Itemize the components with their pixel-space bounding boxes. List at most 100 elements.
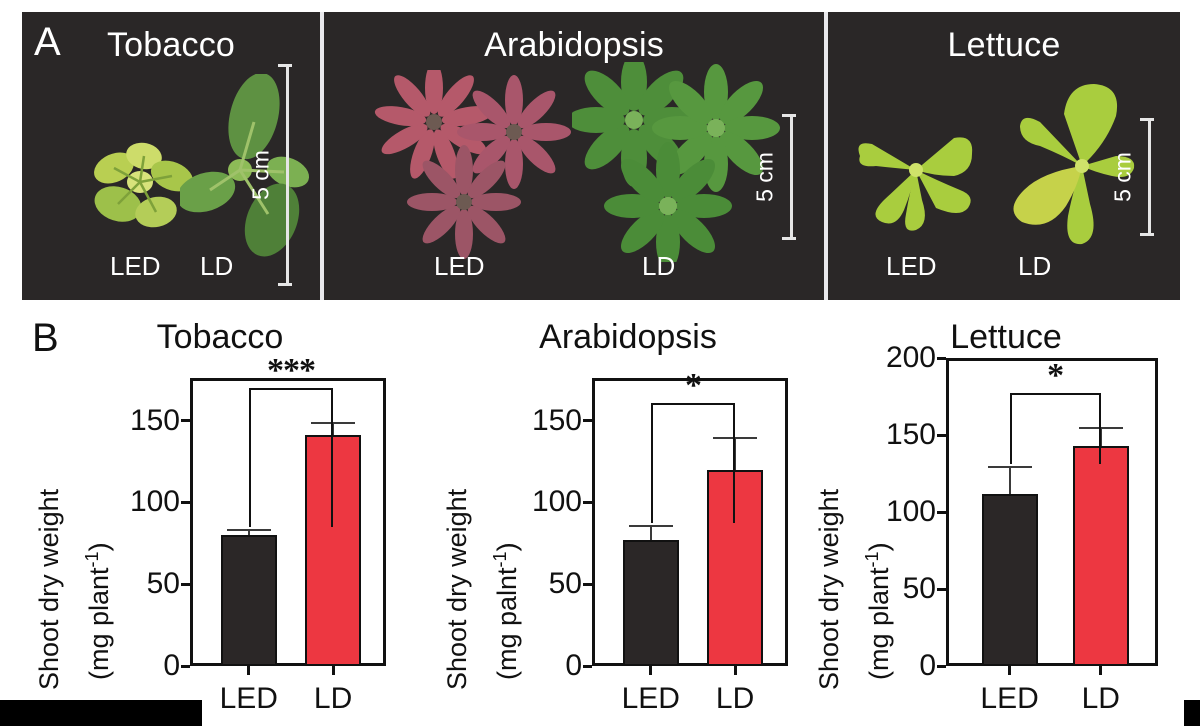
y-axis-tick [937, 510, 946, 514]
y-axis-tick [937, 356, 946, 360]
panel-b-letter: B [32, 316, 59, 360]
y-axis-tick-label: 50 [548, 567, 582, 601]
scale-bar-line [1148, 118, 1151, 236]
scale-bar-cap-top [278, 64, 292, 67]
panel-b-charts: B Tobacco Shoot dry weight (mg plant-1) 0 50… [0, 300, 1200, 726]
y-axis-tick-label: 150 [129, 403, 180, 437]
y-axis-tick [937, 664, 946, 668]
scale-bar-line [286, 64, 289, 286]
chart-arabidopsis: Arabidopsis Shoot dry weight (mg palnt-1) 0… [428, 300, 828, 726]
error-bar-cap [226, 528, 271, 531]
y-axis-label-line1: Shoot dry weight [442, 488, 472, 690]
y-axis-tick-label: 200 [885, 341, 936, 374]
plant-photo-arabidopsis-led [372, 70, 582, 260]
y-axis-tick-label: 100 [885, 495, 936, 528]
y-axis-tick [181, 500, 190, 504]
panel-a-photographs: A Tobacco [22, 12, 1180, 300]
scale-bar-label-tobacco: 5 cm [247, 150, 274, 200]
y-axis-tick-label: 150 [885, 418, 936, 451]
label-lettuce-led: LED [886, 251, 937, 281]
significance-bracket [650, 402, 736, 524]
panel-a-divider-1 [320, 12, 324, 300]
scale-bar-cap-bottom [278, 283, 292, 286]
bar-ld [1072, 445, 1129, 666]
x-axis-tick [733, 666, 737, 675]
scale-bar-cap-top [1140, 118, 1154, 121]
plant-photo-arabidopsis-ld [572, 62, 780, 262]
y-axis-tick-label: 0 [163, 649, 180, 682]
y-axis-tick [583, 419, 592, 423]
x-axis-tick [331, 666, 335, 675]
scale-bar-line [790, 114, 793, 240]
x-axis-label-led: LED [980, 682, 1039, 715]
x-axis-tick [1099, 666, 1103, 675]
y-axis-tick-label: 50 [146, 567, 180, 601]
error-bar-ld [1099, 427, 1102, 446]
error-bar-cap [311, 422, 356, 425]
panel-a-cell-lettuce: Lettuce [828, 12, 1180, 300]
x-axis-label-ld: LD [1081, 682, 1120, 715]
x-axis-tick [649, 666, 653, 675]
y-axis-tick-label: 0 [919, 649, 936, 682]
significance-marker: * [1047, 357, 1064, 395]
scale-bar-cap-bottom [1140, 233, 1154, 236]
bar-ld [305, 435, 362, 666]
scale-bar-arabidopsis: 5 cm [751, 114, 806, 240]
plant-photo-tobacco-led [84, 130, 204, 248]
panel-a-cell-arabidopsis: Arabidopsis [324, 12, 824, 300]
label-arabidopsis-led: LED [434, 251, 485, 281]
panel-a-title-tobacco: Tobacco [106, 26, 236, 64]
label-lettuce-ld: LD [1018, 251, 1052, 281]
y-axis-label-line1: Shoot dry weight [34, 488, 64, 690]
panel-a-title-lettuce: Lettuce [947, 26, 1061, 64]
x-axis-tick [1008, 666, 1012, 675]
x-axis-label-led: LED [621, 682, 680, 715]
scale-bar-label-arabidopsis: 5 cm [751, 152, 778, 202]
y-axis-tick-label: 100 [531, 485, 582, 519]
panel-a-divider-2 [824, 12, 828, 300]
chart-title: Tobacco [156, 318, 284, 356]
bar-led [981, 493, 1038, 666]
y-axis-label-line1: Shoot dry weight [814, 488, 844, 690]
y-axis-tick-label: 0 [565, 649, 582, 682]
scale-bar-cap-bottom [782, 237, 796, 240]
chart-title: Lettuce [950, 318, 1062, 356]
error-bar-ld [734, 436, 737, 470]
label-tobacco-led: LED [110, 251, 161, 281]
significance-marker: * [684, 366, 702, 404]
bar-ld [707, 469, 764, 666]
y-axis-tick [181, 582, 190, 586]
plant-photo-lettuce-led [850, 104, 986, 244]
x-axis-tick [247, 666, 251, 675]
y-axis-tick [181, 664, 190, 668]
chart-title: Arabidopsis [539, 318, 717, 356]
panel-a-cell-tobacco: A Tobacco [22, 12, 320, 300]
y-axis-tick [181, 419, 190, 423]
chart-lettuce: Lettuce Shoot dry weight (mg plant-1) 0 50 10… [812, 300, 1200, 726]
bar-led [220, 535, 277, 666]
panel-a-title-arabidopsis: Arabidopsis [484, 26, 664, 64]
y-axis-tick [583, 500, 592, 504]
scale-bar-label-lettuce: 5 cm [1109, 152, 1136, 202]
y-axis-tick-label: 50 [902, 572, 936, 605]
label-tobacco-ld: LD [200, 251, 234, 281]
significance-marker: *** [266, 352, 316, 390]
x-axis-label-ld: LD [313, 682, 353, 715]
x-axis-label-ld: LD [715, 682, 755, 715]
y-axis-tick [937, 433, 946, 437]
image-edge-artifact-right [1184, 700, 1200, 726]
error-bar-cap [1078, 427, 1123, 430]
y-axis-tick [937, 587, 946, 591]
error-bar-led [1008, 465, 1011, 494]
error-bar-led [247, 528, 250, 536]
significance-bracket [248, 388, 334, 527]
scale-bar-lettuce: 5 cm [1109, 118, 1164, 236]
y-axis-tick-label: 100 [129, 485, 180, 519]
label-arabidopsis-ld: LD [642, 251, 676, 281]
plant-photo-lettuce-ld [986, 70, 1156, 252]
y-axis-tick-label: 150 [531, 403, 582, 437]
significance-bracket [1009, 393, 1101, 464]
scale-bar-tobacco: 5 cm [247, 64, 302, 286]
y-axis-tick [583, 664, 592, 668]
bar-led [622, 540, 679, 666]
